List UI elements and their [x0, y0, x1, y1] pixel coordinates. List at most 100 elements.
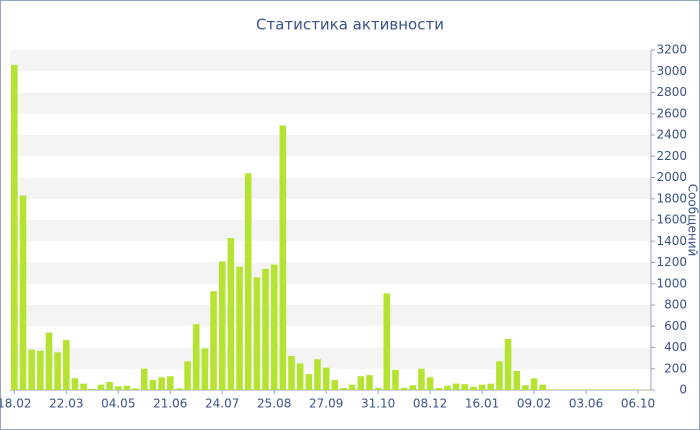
- x-tick-label: 04.05: [101, 397, 135, 411]
- bar: [253, 277, 261, 390]
- bar: [608, 389, 616, 390]
- bar: [556, 389, 564, 390]
- bar: [166, 376, 174, 390]
- bar: [88, 388, 96, 390]
- bar: [305, 374, 313, 390]
- bar: [513, 370, 521, 390]
- bar: [331, 379, 339, 390]
- y-tick-label: 800: [664, 298, 687, 312]
- bar: [504, 339, 512, 390]
- bar: [574, 389, 581, 390]
- plot: 0 200 400 600 800 1000 1200 1400 1600 1800 2000 220…: [0, 43, 687, 411]
- bar: [600, 389, 607, 390]
- x-tick-label: 27.09: [309, 397, 343, 411]
- bar: [184, 361, 191, 390]
- bar: [426, 377, 434, 390]
- bar: [461, 384, 469, 390]
- bar: [565, 389, 573, 390]
- y-tick-label: 1600: [656, 213, 687, 227]
- bar: [97, 384, 105, 390]
- y-tick-label: 3200: [656, 43, 687, 57]
- bar: [496, 361, 503, 390]
- bar: [470, 386, 477, 390]
- bar: [114, 386, 122, 390]
- grid-band: [10, 50, 651, 72]
- bar: [452, 383, 460, 390]
- bar: [366, 375, 373, 390]
- x-tick-label: 09.02: [517, 397, 551, 411]
- bar: [19, 195, 27, 390]
- bar: [418, 368, 425, 390]
- bar: [45, 332, 53, 390]
- x-tick-label: 16.01: [465, 397, 499, 411]
- bar: [71, 378, 79, 390]
- bar: [444, 385, 451, 390]
- y-tick-label: 1400: [656, 234, 687, 248]
- x-tick-label: 22.03: [49, 397, 83, 411]
- y-tick-label: 0: [679, 383, 687, 397]
- bar: [539, 384, 547, 390]
- x-tick-label: 06.10: [621, 397, 655, 411]
- y-tick-label: 1200: [656, 255, 687, 269]
- bar: [80, 383, 87, 390]
- grid-band: [10, 305, 651, 327]
- x-tick-label: 24.07: [205, 397, 239, 411]
- bar: [383, 293, 391, 390]
- bar: [175, 388, 183, 390]
- y-tick-label: 3000: [656, 64, 687, 78]
- grid-band: [10, 92, 651, 114]
- bar: [201, 348, 209, 390]
- bar: [643, 389, 650, 390]
- y-tick-label: 2400: [656, 128, 687, 142]
- bar: [374, 387, 382, 390]
- x-tick-label: 21.06: [153, 397, 187, 411]
- grid-band: [10, 135, 651, 157]
- grid-band: [10, 177, 651, 199]
- bar: [262, 268, 269, 390]
- bar: [548, 389, 555, 390]
- y-tick-label: 600: [664, 319, 687, 333]
- bar: [11, 64, 18, 390]
- y-axis-label: Сообщений: [686, 184, 700, 257]
- y-tick-label: 400: [664, 340, 687, 354]
- chart-title: Статистика активности: [256, 16, 444, 34]
- grid-band: [10, 262, 651, 284]
- y-tick-label: 1000: [656, 276, 687, 290]
- bar: [296, 363, 304, 390]
- bar: [236, 266, 243, 390]
- bar: [348, 384, 356, 390]
- bar: [63, 340, 70, 390]
- bar: [340, 387, 347, 390]
- bar: [522, 385, 529, 390]
- bar: [634, 389, 642, 390]
- bar: [244, 173, 252, 390]
- y-tick-label: 2200: [656, 149, 687, 163]
- bar: [530, 378, 538, 390]
- x-tick-label: 03.06: [569, 397, 603, 411]
- y-tick-label: 2800: [656, 85, 687, 99]
- bar: [54, 352, 61, 390]
- bar: [37, 350, 44, 390]
- y-tick-label: 2000: [656, 170, 687, 184]
- bar: [400, 387, 408, 390]
- bar: [435, 387, 443, 390]
- bar: [314, 359, 321, 390]
- y-tick-label: 200: [664, 361, 687, 375]
- bar: [591, 389, 598, 390]
- bar: [270, 264, 278, 390]
- bar: [279, 125, 287, 390]
- bar: [487, 383, 495, 390]
- grid-band: [10, 347, 651, 369]
- grid-band: [10, 220, 651, 242]
- bar: [192, 324, 200, 390]
- y-tick-label: 2600: [656, 106, 687, 120]
- bar: [149, 379, 157, 390]
- bar: [210, 291, 217, 390]
- bar: [132, 388, 139, 390]
- x-tick-label: 31.10: [361, 397, 395, 411]
- bar: [288, 356, 295, 390]
- x-tick-label: 25.08: [257, 397, 291, 411]
- y-tick-label: 1800: [656, 191, 687, 205]
- bar: [322, 367, 330, 390]
